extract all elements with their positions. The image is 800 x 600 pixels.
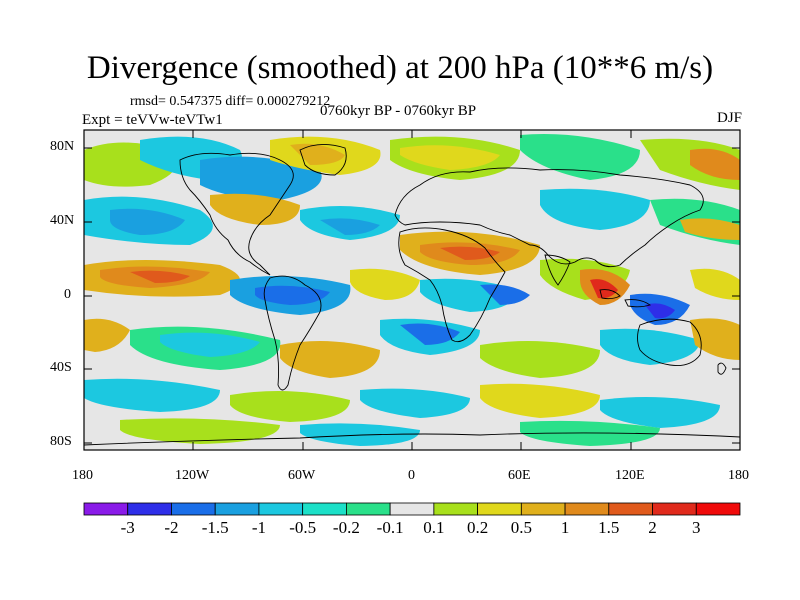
colorbar-tick-label: 1.5: [598, 518, 620, 537]
colorbar-tick-label: -0.2: [332, 518, 360, 537]
colorbar-swatch: [302, 502, 347, 516]
colorbar-swatch: [520, 502, 566, 516]
experiment-label: Expt = teVVw-teVTw1: [82, 112, 223, 128]
colorbar-swatch: [83, 502, 129, 516]
map-field: [84, 130, 740, 450]
colorbar-swatch: [127, 502, 172, 516]
rmsd-diff-stats: rmsd= 0.547375 diff= 0.000279212: [130, 94, 331, 109]
colorbar-tick-label: -1: [251, 518, 266, 537]
colorbar-tick-label: -0.5: [289, 518, 317, 537]
colorbar-swatch: [345, 502, 391, 516]
colorbar-tick-label: 2: [648, 518, 657, 537]
colorbar-swatch: [214, 502, 260, 516]
season-label: DJF: [716, 110, 742, 126]
colorbar-tick-label: -3: [120, 518, 135, 537]
colorbar-swatch: [433, 502, 479, 516]
colorbar-tick-label: 1: [560, 518, 570, 537]
colorbar-swatch: [608, 502, 653, 516]
lat-tick-label: 80N: [50, 139, 75, 154]
colorbar-swatch: [389, 502, 435, 516]
colorbar-swatch: [477, 502, 522, 516]
colorbar-tick-label: 3: [692, 518, 701, 537]
lon-tick-label: 60E: [508, 468, 531, 483]
period-label: 0760kyr BP - 0760kyr BP: [320, 103, 477, 119]
lat-tick-label: 0: [64, 287, 71, 302]
colorbar-tick-label: -0.1: [376, 518, 404, 537]
colorbar: [83, 502, 741, 516]
colorbar-swatch: [695, 502, 741, 516]
lat-tick-label: 40N: [50, 213, 75, 228]
colorbar-swatch: [258, 502, 304, 516]
lon-tick-label: 60W: [288, 468, 316, 483]
axis-ticks: [83, 130, 741, 450]
lon-tick-label: 180: [72, 468, 93, 483]
colorbar-swatch: [652, 502, 697, 516]
colorbar-tick-label: -2: [164, 518, 179, 537]
lat-tick-label: 40S: [50, 360, 72, 375]
lon-tick-label: 120E: [615, 468, 645, 483]
colorbar-swatch: [564, 502, 610, 516]
lon-tick-label: 180: [728, 468, 749, 483]
lon-tick-label: 0: [408, 468, 415, 483]
colorbar-tick-label: 0.1: [423, 518, 445, 537]
coastlines: [84, 144, 740, 446]
lat-tick-label: 80S: [50, 434, 72, 449]
colorbar-tick-label: 0.5: [510, 518, 532, 537]
colorbar-tick-label: 0.2: [466, 518, 489, 537]
lon-tick-label: 120W: [175, 468, 210, 483]
colorbar-swatch: [171, 502, 216, 516]
colorbar-tick-label: -1.5: [201, 518, 229, 537]
map-title: Divergence (smoothed) at 200 hPa (10**6 …: [86, 50, 714, 86]
